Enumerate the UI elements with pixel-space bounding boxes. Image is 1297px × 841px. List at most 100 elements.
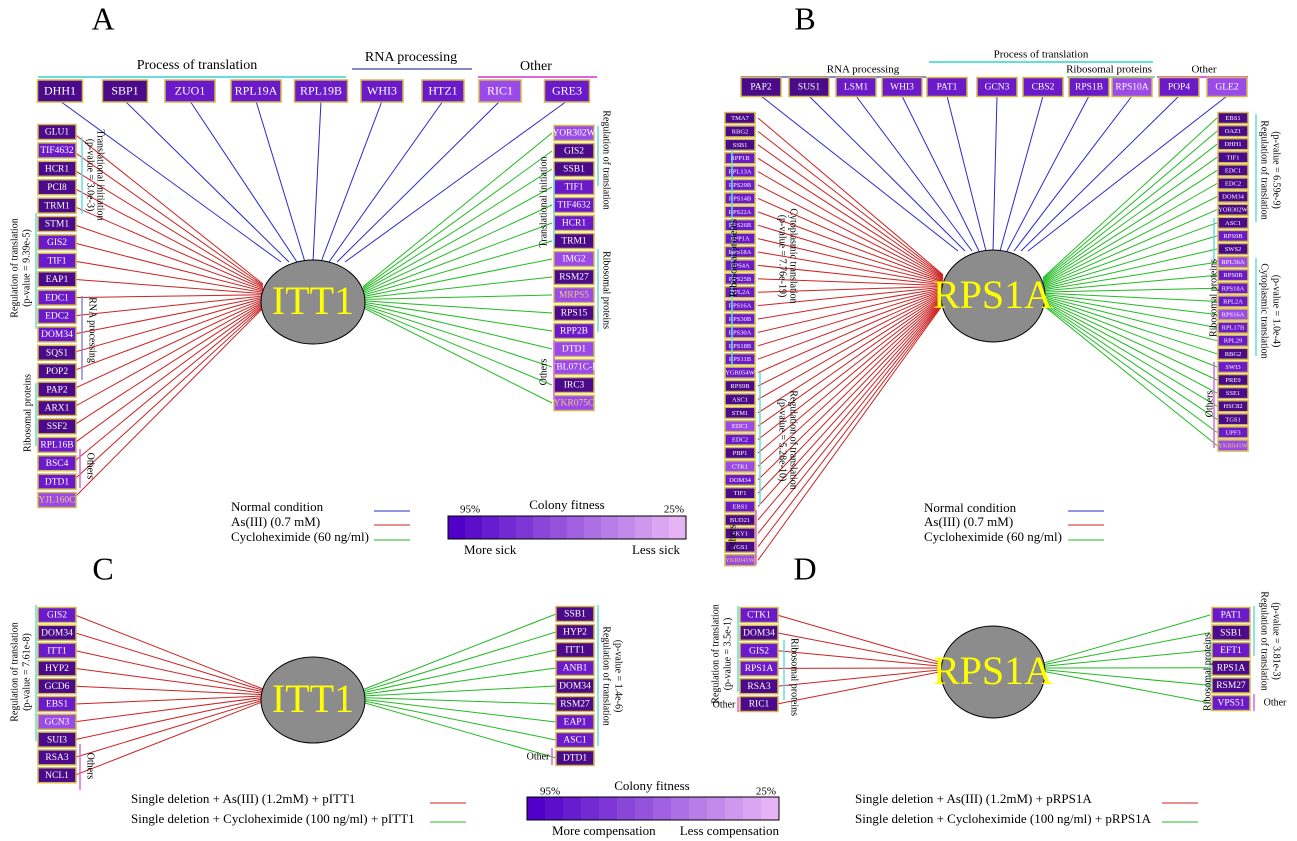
edge-as <box>71 186 264 289</box>
gene-box-rect <box>1217 295 1249 308</box>
gene-box-rect <box>926 76 968 98</box>
gene-box-left-rps4a: RPS4A <box>724 259 756 272</box>
edge-as <box>757 298 944 481</box>
gene-label: RPS1A <box>745 664 774 674</box>
gene-box-rect <box>555 677 595 695</box>
gene-label: YKR041W <box>725 557 755 564</box>
panel-letter-b: B <box>794 0 815 36</box>
gene-label: SSB1 <box>563 165 585 175</box>
gene-label: TGS1 <box>732 544 748 551</box>
gene-label: PAT1 <box>1221 611 1242 621</box>
gene-box-rect <box>555 713 595 731</box>
gene-box-top-gcn3: GCN3 <box>976 76 1018 98</box>
gene-box-rect <box>724 245 756 259</box>
scale-step <box>601 516 619 539</box>
gene-box-rect <box>37 749 77 766</box>
gene-box-left-rps14b: RPS14B <box>724 192 756 205</box>
edge-as <box>74 696 264 723</box>
group-label-rna-processing: RNA processing <box>365 50 457 65</box>
gene-box-left-rpp1b: RPP1B <box>724 151 756 165</box>
gene-box-left-ygr054w: YGR054W <box>724 366 756 379</box>
gene-box-top-rps10a: RPS10A <box>1111 76 1153 98</box>
gene-box-rect <box>1211 624 1251 641</box>
gene-box-left-rsa3: RSA3 <box>37 749 77 766</box>
gene-label: RPS11B <box>729 356 752 363</box>
gene-box-left-rps30b: RPS30B <box>724 312 756 326</box>
gene-box-right-eap1: EAP1 <box>555 713 595 731</box>
gene-box-rect <box>37 362 77 380</box>
gene-box-rect <box>37 326 77 343</box>
edge-as <box>71 302 264 427</box>
hub-itt1-c-ellipse <box>260 656 366 744</box>
gene-box-left-rps22a: RPS22A <box>724 205 756 219</box>
edge-as <box>757 157 944 278</box>
edge-normal <box>255 100 306 263</box>
edge-normal <box>336 100 501 263</box>
gene-box-rect <box>1217 255 1249 269</box>
gene-box-right-oaz1: OAZ1 <box>1217 124 1249 138</box>
gene-label: EBS1 <box>732 504 747 511</box>
edge-as <box>757 286 944 307</box>
gene-box-left-gcd6: GCD6 <box>37 677 77 695</box>
hub-rps1a-d-ellipse <box>940 625 1046 719</box>
gene-box-rect <box>37 677 77 695</box>
gene-label: GIS2 <box>47 611 67 621</box>
gene-box-right-ssb1: SSB1 <box>1211 624 1251 641</box>
annot-ribosomal-proteins: Ribosomal proteins <box>728 219 739 297</box>
gene-box-rect <box>553 286 595 304</box>
group-label-process-translation: Process of translation <box>137 58 258 73</box>
gene-box-right-trm1: TRM1 <box>553 232 595 250</box>
gene-box-rect <box>37 713 77 731</box>
gene-label: CBS2 <box>1032 83 1055 93</box>
gene-box-right-dhh1: DHH1 <box>1217 137 1249 151</box>
scale-step <box>533 516 551 539</box>
gene-box-rect <box>555 623 595 641</box>
edge-as <box>757 251 944 285</box>
edge-cyclo <box>362 132 553 288</box>
edge-as <box>74 614 264 690</box>
gene-label: EDC2 <box>1225 180 1241 187</box>
gene-box-right-rpl2a: RPL2A <box>1217 295 1249 308</box>
gene-label: ASC1 <box>732 396 748 403</box>
gene-box-left-stm1: STM1 <box>37 215 77 233</box>
gene-box-rect <box>543 79 591 103</box>
gene-box-rect <box>724 111 756 125</box>
gene-label: TIF1 <box>48 256 67 266</box>
gene-box-rect <box>739 695 779 713</box>
gene-box-right-ykr075c: YKR075C <box>553 394 595 412</box>
edge-as <box>757 287 944 320</box>
gene-box-rect <box>555 731 595 749</box>
gene-box-rect <box>724 540 756 554</box>
edge-as <box>74 698 264 741</box>
gene-box-rect <box>37 197 77 214</box>
edge-as <box>71 260 264 293</box>
gene-box-rect <box>37 731 77 748</box>
gene-box-right-ssb1: SSB1 <box>553 160 595 178</box>
gene-box-rect <box>553 124 595 142</box>
gene-box-top-htz1: HTZ1 <box>421 79 465 103</box>
legend-normal-condition-b: Normal condition <box>924 500 1017 515</box>
edge-as <box>71 205 264 290</box>
gene-label: SBP1 <box>111 83 138 97</box>
edge-normal <box>59 100 282 263</box>
gene-box-right-rpl29: RPL29 <box>1217 334 1249 347</box>
gene-box-rect <box>724 473 756 487</box>
gene-box-left-sky1: SKY1 <box>724 527 756 540</box>
gene-label: UPF3 <box>1225 429 1240 436</box>
gene-label: STM1 <box>732 410 749 417</box>
gene-box-left-tif4632: TIF4632 <box>37 142 77 159</box>
scale-title: Colony fitness <box>529 497 604 512</box>
gene-box-left-rpl16b: RPL16B <box>37 436 77 454</box>
gene-box-left-bud21: BUD21 <box>724 513 756 527</box>
gene-label: SWS2 <box>1225 246 1242 253</box>
annot-other: Other <box>713 699 736 710</box>
gene-box-left-bsc4: BSC4 <box>37 454 77 472</box>
scale-step <box>516 516 534 539</box>
gene-box-right-dom34: DOM34 <box>555 677 595 695</box>
gene-box-rect <box>1211 606 1251 624</box>
gene-box-left-tgs1: TGS1 <box>724 540 756 554</box>
gene-box-right-dom34: DOM34 <box>1217 190 1249 203</box>
gene-label: DOM34 <box>1222 194 1244 201</box>
gene-box-left-rps18b: RPS18B <box>724 339 756 353</box>
